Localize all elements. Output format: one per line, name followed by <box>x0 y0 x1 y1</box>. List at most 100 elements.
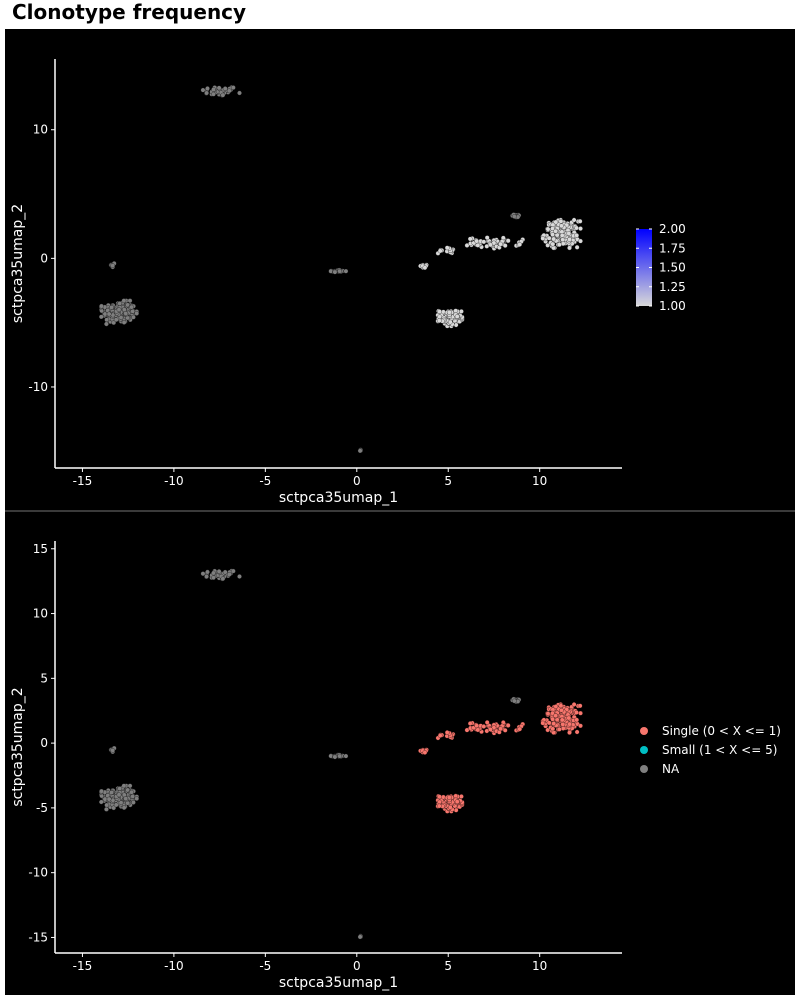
x-tick-label: -15 <box>73 959 93 973</box>
page-title: Clonotype frequency <box>12 0 247 24</box>
data-point <box>545 727 551 733</box>
y-tick-label: 0 <box>40 251 48 265</box>
data-point <box>131 314 136 320</box>
data-point <box>453 308 459 314</box>
x-tick-label: -15 <box>73 474 93 488</box>
data-point <box>517 726 523 732</box>
data-point <box>332 269 338 275</box>
data-point <box>113 317 119 323</box>
data-point <box>574 710 579 715</box>
data-point <box>546 720 552 726</box>
data-point <box>104 321 109 327</box>
data-point <box>502 243 508 248</box>
data-point <box>566 715 572 721</box>
data-point <box>343 753 349 759</box>
data-point <box>123 796 129 801</box>
y-tick-label: -15 <box>28 930 48 944</box>
x-tick-label: 5 <box>444 474 452 488</box>
data-point <box>113 802 119 808</box>
data-point <box>577 218 583 224</box>
data-point <box>437 733 443 738</box>
colorbar-tick-label: 2.00 <box>659 222 686 236</box>
data-point <box>226 572 232 577</box>
data-point <box>121 320 127 325</box>
data-point <box>459 794 464 799</box>
x-tick-label: -10 <box>164 474 184 488</box>
data-point <box>436 318 442 324</box>
legend-key <box>640 727 648 735</box>
data-point <box>578 238 583 244</box>
data-point <box>557 242 562 248</box>
data-point <box>200 571 206 577</box>
y-axis-label: sctpca35umap_2 <box>10 204 26 323</box>
x-tick-label: -5 <box>259 474 271 488</box>
colorbar-tick-label: 1.00 <box>659 299 686 313</box>
data-point <box>447 319 453 325</box>
data-point <box>551 236 557 242</box>
data-point <box>498 726 503 732</box>
data-point <box>222 86 228 91</box>
data-point <box>110 748 116 753</box>
data-point <box>540 236 546 241</box>
data-point <box>357 448 363 454</box>
x-axis-ticks: -15 -10 -5 0 5 10 <box>73 468 547 488</box>
data-point <box>557 726 562 732</box>
data-point <box>481 239 487 245</box>
y-tick-label: -10 <box>28 866 48 880</box>
panel-divider <box>5 510 795 512</box>
data-point <box>437 314 442 320</box>
data-point <box>222 569 228 575</box>
colorbar-tick-label: 1.50 <box>659 261 686 275</box>
data-point <box>343 268 349 274</box>
data-point <box>484 720 490 725</box>
data-point <box>216 85 222 91</box>
data-point <box>481 724 487 729</box>
data-point <box>226 88 232 94</box>
data-point <box>484 235 490 241</box>
data-point <box>446 795 452 800</box>
x-tick-label: -10 <box>164 959 184 973</box>
data-point <box>553 713 558 719</box>
data-point <box>444 245 450 251</box>
data-point <box>578 226 583 231</box>
data-point <box>422 750 428 755</box>
data-point <box>540 720 546 726</box>
data-point <box>511 698 517 704</box>
data-point <box>216 569 222 574</box>
data-point <box>211 570 216 576</box>
data-point <box>98 799 104 805</box>
data-point <box>106 311 112 317</box>
y-tick-label: 10 <box>33 123 48 137</box>
data-point <box>511 214 517 219</box>
data-point <box>559 707 564 713</box>
data-point <box>574 225 579 231</box>
data-point <box>205 86 210 91</box>
data-point <box>422 265 428 271</box>
colorbar-ticks: 2.00 1.75 1.50 1.25 1.00 <box>636 222 686 313</box>
x-tick-label: 10 <box>532 959 547 973</box>
y-axis-ticks: -15 -10 -5 0 5 10 15 <box>28 542 55 944</box>
data-point <box>467 721 473 726</box>
data-point <box>559 233 565 238</box>
data-point <box>211 87 216 92</box>
data-point <box>125 787 130 793</box>
y-tick-label: 0 <box>40 736 48 750</box>
data-point <box>237 574 242 579</box>
data-point <box>551 730 556 735</box>
data-point <box>104 806 109 812</box>
data-point <box>111 805 117 811</box>
data-point <box>474 723 480 729</box>
legend-label: Single (0 < X <= 1) <box>662 724 781 738</box>
data-point <box>99 788 104 794</box>
data-point <box>134 311 140 316</box>
data-point <box>118 800 124 806</box>
data-point <box>574 717 580 723</box>
data-point <box>110 263 116 268</box>
data-point <box>558 703 564 709</box>
data-point <box>517 242 523 247</box>
data-point <box>117 786 123 791</box>
data-point <box>502 727 508 733</box>
data-point <box>574 244 580 250</box>
data-point <box>357 934 363 940</box>
data-point <box>129 304 134 310</box>
